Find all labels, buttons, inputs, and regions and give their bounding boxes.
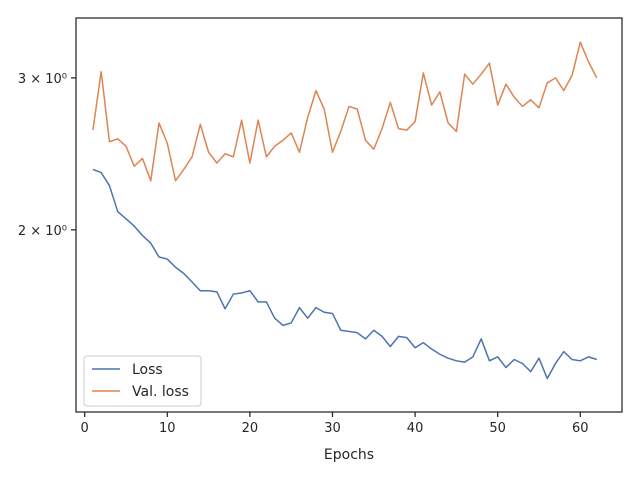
y-tick-label: 3 × 10⁰ [18, 72, 67, 87]
legend-label-loss: Loss [132, 362, 163, 378]
series-layer [92, 41, 598, 380]
legend-label-val-loss: Val. loss [132, 384, 189, 400]
x-tick-label: 40 [407, 421, 424, 436]
y-axis: 2 × 10⁰ 3 × 10⁰ [18, 72, 76, 239]
plot-frame [75, 17, 623, 413]
legend: Loss Val. loss [83, 355, 202, 407]
x-axis-label: Epochs [324, 447, 374, 463]
y-tick-label: 2 × 10⁰ [18, 224, 67, 239]
x-tick-label: 0 [81, 421, 89, 436]
x-tick-label: 50 [489, 421, 506, 436]
x-tick-label: 30 [324, 421, 341, 436]
x-tick-label: 20 [242, 421, 259, 436]
series-line-loss [92, 168, 598, 380]
x-axis: 0 10 20 30 40 50 60 [81, 412, 589, 436]
x-tick-label: 60 [572, 421, 589, 436]
series-line-val-loss [92, 41, 598, 182]
x-tick-label: 10 [159, 421, 176, 436]
